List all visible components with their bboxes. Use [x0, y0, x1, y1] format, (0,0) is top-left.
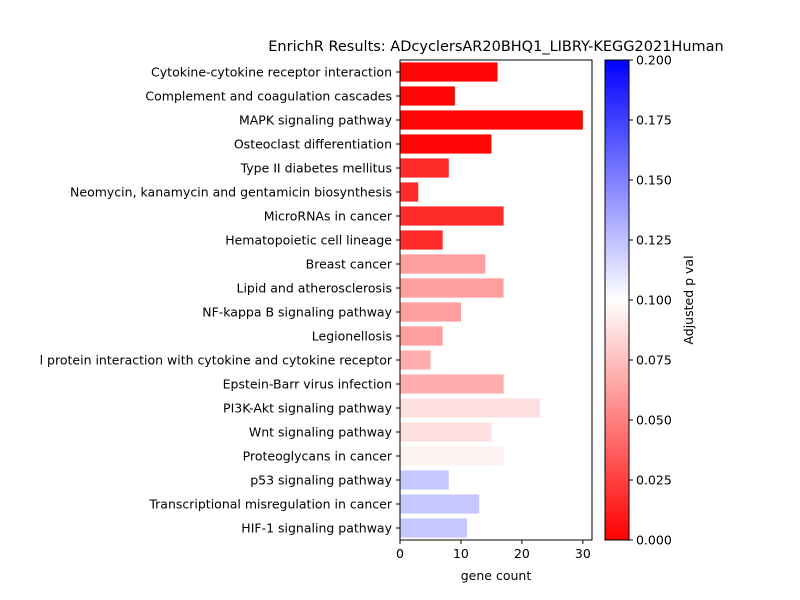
bar-10: [400, 278, 504, 298]
bar-5: [400, 158, 449, 178]
category-label: Neomycin, kanamycin and gentamicin biosy…: [70, 185, 392, 200]
colorbar: [604, 59, 630, 541]
category-label: Type II diabetes mellitus: [240, 161, 392, 176]
x-tick-label: 0: [396, 546, 404, 561]
bar-3: [400, 110, 583, 130]
colorbar-tick-label: 0.050: [636, 413, 672, 428]
bar-16: [400, 422, 492, 442]
bar-9: [400, 254, 486, 274]
colorbar-axis: 0.000 0.025 0.050 0.075 0.100 0.125 0.150 0.175…: [629, 53, 672, 548]
category-label: MicroRNAs in cancer: [264, 209, 393, 224]
bar-13: [400, 350, 431, 370]
bar-4: [400, 134, 492, 154]
colorbar-tick-label: 0.125: [636, 233, 672, 248]
chart-title: EnrichR Results: ADcyclersAR20BHQ1_LIBRY…: [268, 39, 723, 55]
bar-14: [400, 374, 504, 394]
colorbar-label: Adjusted p val: [681, 255, 696, 344]
x-tick-label: 10: [453, 546, 469, 561]
colorbar-tick-label: 0.075: [636, 353, 672, 368]
bars-group: [400, 62, 583, 538]
category-label: Legionellosis: [312, 329, 392, 344]
bar-2: [400, 86, 455, 106]
bar-1: [400, 62, 498, 82]
colorbar-tick-label: 0.000: [636, 533, 672, 548]
bar-12: [400, 326, 443, 346]
bar-11: [400, 302, 461, 322]
category-label: Cytokine-cytokine receptor interaction: [151, 65, 392, 80]
plot-frame: [399, 59, 593, 541]
colorbar-tick-label: 0.025: [636, 473, 672, 488]
category-label: Breast cancer: [306, 257, 393, 272]
category-label: PI3K-Akt signaling pathway: [223, 401, 393, 416]
category-label: Complement and coagulation cascades: [145, 89, 392, 104]
bar-19: [400, 494, 480, 514]
category-label: HIF-1 signaling pathway: [241, 521, 392, 536]
colorbar-tick-label: 0.150: [636, 173, 672, 188]
colorbar-tick-label: 0.200: [636, 53, 672, 68]
bar-6: [400, 182, 419, 202]
category-label: p53 signaling pathway: [250, 473, 392, 488]
category-labels: Cytokine-cytokine receptor interaction Co…: [40, 65, 400, 536]
category-label: NF-kappa B signaling pathway: [202, 305, 392, 320]
category-label: MAPK signaling pathway: [239, 113, 393, 128]
colorbar-tick-label: 0.100: [636, 293, 672, 308]
x-axis-label: gene count: [461, 568, 532, 583]
category-label: Lipid and atherosclerosis: [237, 281, 393, 296]
bar-15: [400, 398, 541, 418]
x-tick-label: 30: [575, 546, 591, 561]
bar-8: [400, 230, 443, 250]
x-axis: 0 10 20 30: [396, 540, 591, 561]
bar-7: [400, 206, 504, 226]
category-label: Wnt signaling pathway: [249, 425, 393, 440]
category-label: Epstein-Barr virus infection: [223, 377, 392, 392]
bar-18: [400, 470, 449, 490]
category-label: Hematopoietic cell lineage: [225, 233, 392, 248]
category-label: Transcriptional misregulation in cancer: [148, 497, 393, 512]
x-tick-label: 20: [514, 546, 530, 561]
bar-17: [400, 446, 504, 466]
colorbar-tick-label: 0.175: [636, 113, 672, 128]
category-label: Proteoglycans in cancer: [243, 449, 393, 464]
category-label: l protein interaction with cytokine and …: [40, 353, 393, 368]
bar-20: [400, 518, 468, 538]
category-label: Osteoclast differentiation: [234, 137, 392, 152]
